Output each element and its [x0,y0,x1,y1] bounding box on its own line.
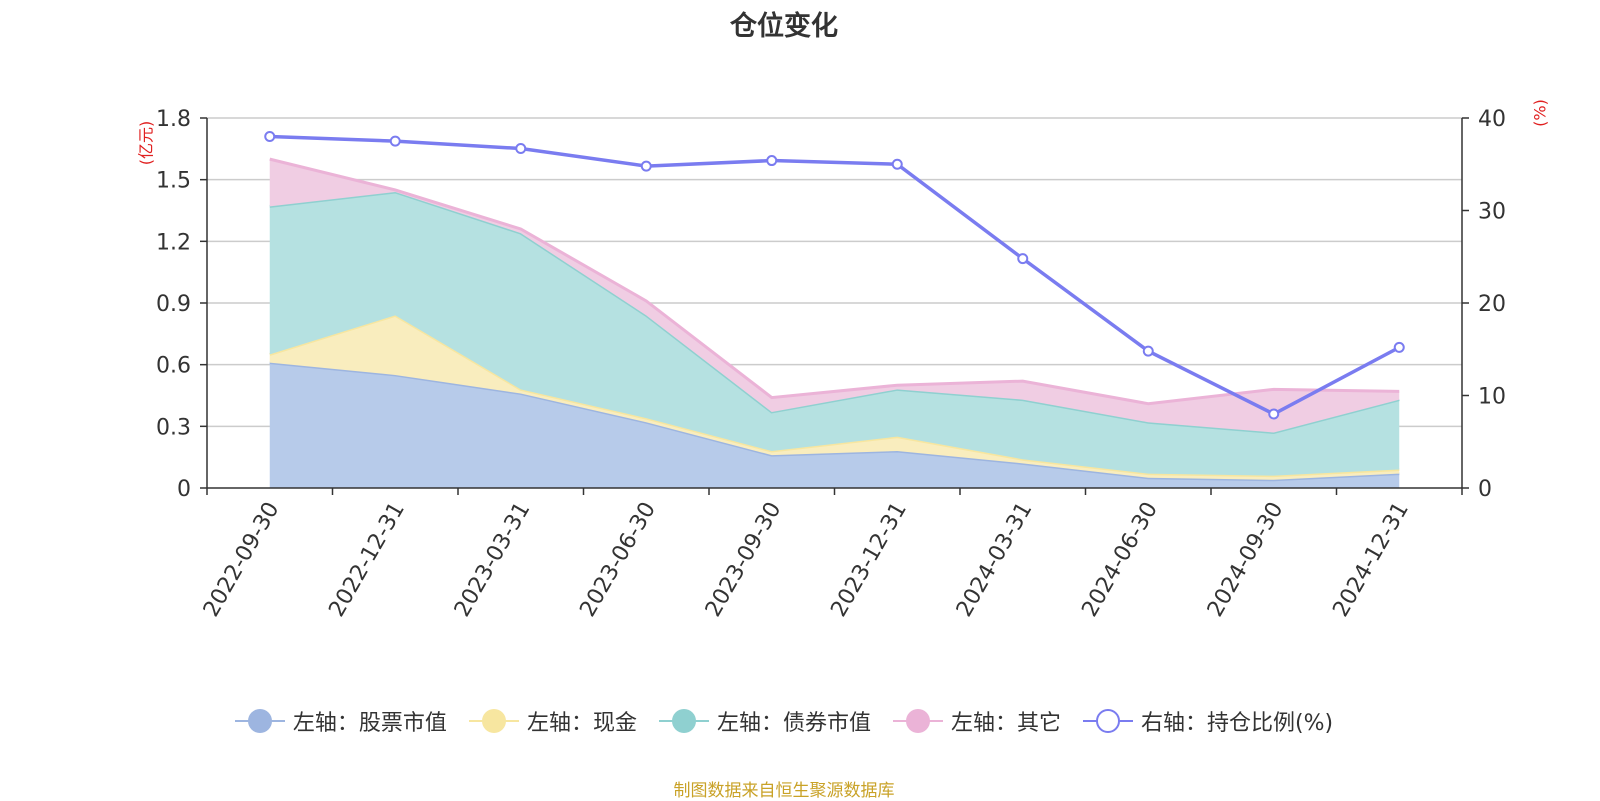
y-right-tick-label: 40 [1478,107,1506,132]
area-series-4-edge [269,157,1400,406]
legend-swatch-icon [892,709,943,733]
legend-item[interactable]: 右轴：持仓比例(%) [1082,705,1334,737]
legend-swatch-icon [1082,709,1133,733]
y-right-tick-label: 10 [1478,385,1506,410]
area-series-3 [269,192,1400,476]
line-series-1 [269,134,1401,416]
chart-canvas: 0 0.3 0.6 0.9 1.2 1.5 1.8 0 10 20 30 40 2022-09-30 20… [137,99,1550,621]
legend-item[interactable]: 左轴：现金 [468,705,637,737]
y-left-tick-label: 0.3 [156,415,191,440]
area-series-2 [269,315,1400,480]
legend-item[interactable]: 左轴：其它 [892,705,1061,737]
line-point [891,158,903,170]
x-tick-label: 2022-09-30 [199,498,285,621]
line-point [1142,345,1154,357]
chart-title: 仓位变化 [730,11,838,42]
x-tick-label: 2023-09-30 [701,498,787,621]
line-point [515,143,527,155]
line-point [1393,341,1405,353]
line-point [389,135,401,147]
legend-label: 左轴：债券市值 [716,711,871,736]
legend: 左轴：股票市值 左轴：现金 左轴：债券市值 左轴：其它 右轴：持仓比例(%) [0,703,1568,739]
y-left-tick-label: 1.2 [156,230,191,255]
x-tick-label: 2023-06-30 [575,498,661,621]
x-tick-label: 2023-12-31 [826,498,912,621]
x-tick-label: 2023-03-31 [450,498,536,621]
y-right-tick-label: 0 [1478,477,1492,502]
y-left-tick-label: 0.6 [156,354,191,379]
y-right-unit: (%) [1531,99,1550,127]
x-tick-label: 2024-09-30 [1203,498,1289,621]
y-left-tick-label: 1.5 [156,169,191,194]
line-point [264,131,276,142]
area-series-4 [269,159,1400,433]
legend-swatch-icon [468,709,519,733]
line-point [640,160,652,172]
y-left-unit: (亿元) [137,121,156,166]
area-layer [269,157,1400,488]
legend-swatch-icon [658,709,709,733]
line-point [1268,408,1280,420]
y-left-tick-label: 0 [177,477,191,502]
y-left-tick-label: 1.8 [156,107,191,132]
x-tick-label: 2022-12-31 [324,498,410,621]
legend-label: 右轴：持仓比例(%) [1140,711,1334,736]
legend-label: 左轴：现金 [526,711,637,736]
legend-swatch-icon [234,709,285,733]
y-right-tick-label: 20 [1478,292,1506,317]
legend-item[interactable]: 左轴：股票市值 [234,705,447,737]
legend-label: 左轴：其它 [950,711,1061,736]
y-left-tick-label: 0.9 [156,292,191,317]
legend-item[interactable]: 左轴：债券市值 [658,705,871,737]
line-point [766,155,778,167]
x-tick-label: 2024-12-31 [1328,498,1414,621]
source-note: 制图数据来自恒生聚源数据库 [673,781,895,801]
area-series-1 [269,362,1400,488]
x-tick-label: 2024-03-31 [952,498,1038,621]
line-point [1017,253,1029,265]
line-layer [264,131,1405,420]
y-right-tick-label: 30 [1478,200,1506,225]
legend-label: 左轴：股票市值 [292,711,447,736]
x-tick-label: 2024-06-30 [1077,498,1163,621]
